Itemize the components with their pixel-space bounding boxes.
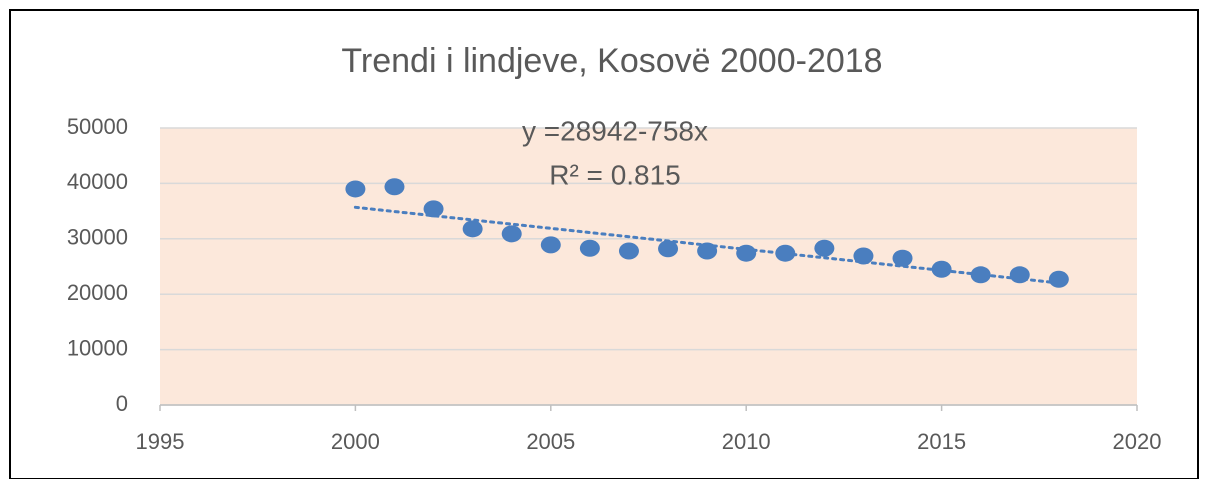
point [345,180,366,198]
x-tick-label: 1995 [136,429,185,454]
x-tick-label: 2020 [1113,429,1162,454]
annotation: R² = 0.815 [549,159,681,190]
point [892,249,913,267]
point [931,260,952,278]
point [501,225,522,243]
point [853,247,874,265]
x-tick-label: 2010 [722,429,771,454]
point [618,242,639,260]
point [814,239,835,257]
point [970,266,991,284]
y-tick-label: 10000 [67,335,128,360]
annotation: y =28942-758x [522,115,708,146]
point [579,239,600,257]
point [697,242,718,260]
point [462,220,483,238]
x-tick-label: 2005 [526,429,575,454]
point [1048,270,1069,288]
y-tick-label: 30000 [67,225,128,250]
point [423,200,444,218]
point [1009,266,1030,284]
point [775,244,796,262]
x-tick-label: 2000 [331,429,380,454]
point [540,236,561,254]
plot-area [160,128,1137,405]
y-tick-label: 20000 [67,280,128,305]
chart-title: Trendi i lindjeve, Kosovë 2000-2018 [341,42,882,80]
point [736,244,757,262]
y-tick-label: 40000 [67,169,128,194]
y-tick-label: 50000 [67,114,128,139]
point [658,240,679,258]
y-tick-label: 0 [116,391,128,416]
point [384,178,405,196]
x-tick-label: 2015 [917,429,966,454]
